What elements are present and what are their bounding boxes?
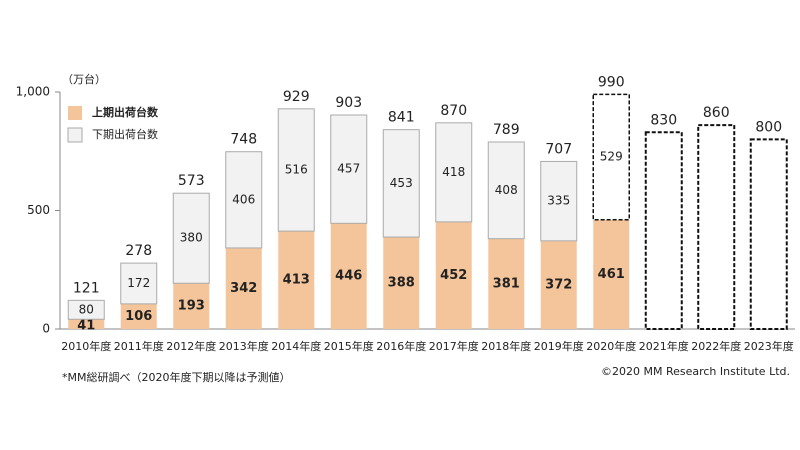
bar-value-label: 372 [545, 277, 572, 292]
bar-segment [540, 240, 577, 329]
bar-segment [383, 237, 420, 329]
x-tick-label: 2013年度 [219, 339, 269, 353]
total-label: 707 [545, 141, 572, 157]
bar-value-label: 406 [232, 192, 255, 206]
bar-segment [225, 151, 263, 249]
x-tick-label: 2020年度 [586, 339, 636, 353]
bar-segment [278, 231, 315, 329]
bar-segment [173, 283, 210, 329]
total-label: 121 [73, 280, 100, 296]
bar-value-label: 106 [125, 309, 152, 324]
total-label: 573 [178, 173, 205, 189]
x-tick-label: 2019年度 [534, 339, 584, 353]
total-label: 789 [493, 122, 520, 138]
x-tick-label: 2015年度 [324, 339, 374, 353]
bar-segment [120, 303, 157, 329]
total-label: 841 [388, 110, 415, 126]
bar-value-label: 453 [390, 176, 413, 190]
total-label: 800 [755, 119, 782, 135]
bar-segment [488, 238, 525, 329]
legend-swatch [68, 106, 82, 120]
bar-value-label: 461 [598, 267, 625, 282]
bar-segment [435, 221, 472, 329]
bar-value-label: 380 [180, 231, 203, 245]
bar-value-label: 172 [127, 276, 150, 290]
bar-segment [593, 219, 630, 329]
legend-label: 上期出荷台数 [92, 105, 159, 119]
bar-segment [67, 299, 105, 320]
bar-segment [487, 141, 525, 240]
x-tick-label: 2022年度 [691, 339, 741, 353]
bar-segment [435, 122, 473, 223]
bar-value-label: 529 [600, 150, 623, 164]
x-tick-label: 2017年度 [429, 339, 479, 353]
bar-segment [330, 114, 368, 224]
x-tick-label: 2021年度 [639, 339, 689, 353]
bar-value-label: 408 [495, 183, 518, 197]
bar-value-label: 418 [442, 165, 465, 179]
bar-value-label: 457 [337, 162, 360, 176]
x-tick-label: 2012年度 [166, 339, 216, 353]
bar-segment [225, 247, 262, 329]
bar-value-label: 381 [493, 276, 520, 291]
forecast-bar [697, 124, 736, 331]
bar-value-label: 452 [440, 268, 467, 283]
total-label: 830 [650, 112, 677, 128]
y-tick-label: 1,000 [16, 85, 50, 99]
bar-value-label: 80 [79, 302, 94, 316]
total-label: 748 [230, 132, 257, 148]
total-label: 903 [335, 95, 362, 111]
bar-value-label: 193 [178, 299, 205, 314]
bar-segment [592, 93, 630, 221]
bar-segment [277, 108, 315, 232]
total-label: 929 [283, 89, 310, 105]
bar-value-label: 516 [285, 162, 308, 176]
bar-segment [120, 262, 158, 305]
y-tick-label: 0 [42, 322, 50, 336]
legend-label: 下期出荷台数 [92, 127, 158, 141]
bar-segment [68, 319, 105, 329]
forecast-bar [749, 138, 788, 330]
bar-value-label: 388 [388, 276, 415, 291]
x-tick-label: 2014年度 [271, 339, 321, 353]
x-tick-label: 2018年度 [481, 339, 531, 353]
unit-label: （万台） [62, 72, 106, 86]
bar-segment [330, 223, 367, 329]
bar-segment [540, 160, 578, 242]
bar-value-label: 446 [335, 269, 362, 284]
y-tick-label: 500 [27, 203, 50, 217]
footnote: *MM総研調べ（2020年度下期以降は予測値） [62, 370, 290, 384]
bar-segment [382, 129, 420, 238]
total-label: 278 [125, 243, 152, 259]
total-label: 860 [703, 105, 730, 121]
bar-segment [172, 192, 210, 284]
bar-value-label: 335 [547, 194, 570, 208]
copyright: ©2020 MM Research Institute Ltd. [601, 365, 790, 378]
total-label: 870 [440, 103, 467, 119]
x-tick-label: 2010年度 [61, 339, 111, 353]
forecast-bar [644, 131, 683, 330]
legend-swatch [67, 127, 83, 143]
bar-value-label: 342 [230, 281, 257, 296]
x-tick-label: 2023年度 [744, 339, 794, 353]
bar-value-label: 41 [77, 319, 95, 334]
bar-value-label: 413 [283, 273, 310, 288]
x-tick-label: 2011年度 [114, 339, 164, 353]
total-label: 990 [598, 74, 625, 90]
x-tick-label: 2016年度 [376, 339, 426, 353]
